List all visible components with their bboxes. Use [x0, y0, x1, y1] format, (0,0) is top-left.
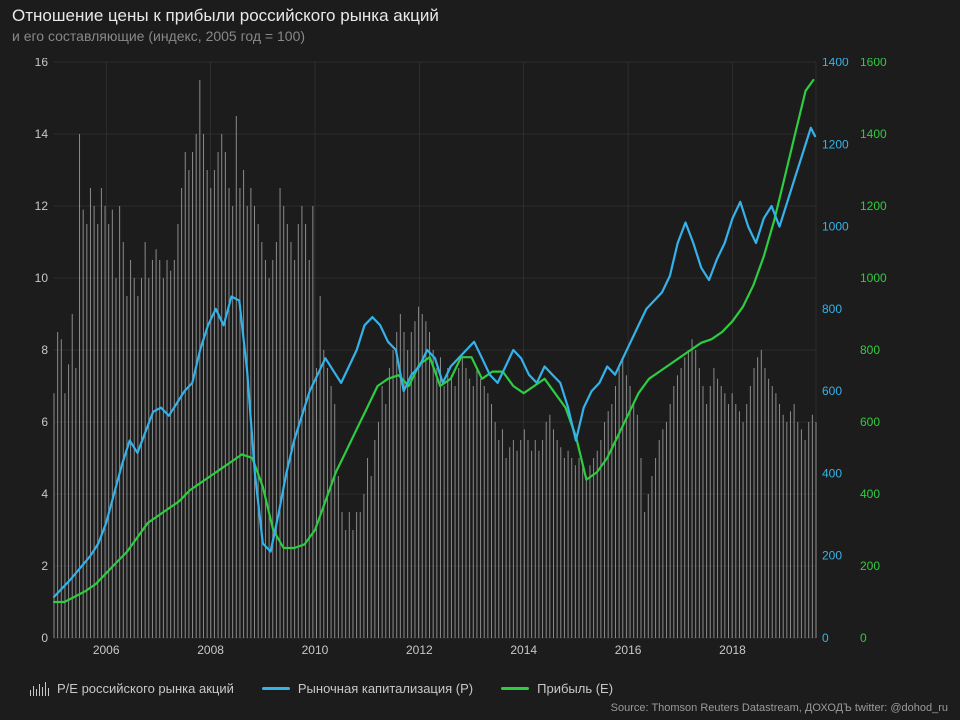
svg-text:14: 14: [35, 127, 49, 141]
svg-text:1600: 1600: [860, 58, 887, 69]
svg-text:2018: 2018: [719, 643, 746, 657]
svg-text:1400: 1400: [860, 127, 887, 141]
chart-root: Отношение цены к прибыли российского рын…: [0, 0, 960, 720]
svg-text:1400: 1400: [822, 58, 849, 69]
svg-text:6: 6: [41, 415, 48, 429]
chart-title: Отношение цены к прибыли российского рын…: [12, 6, 439, 26]
legend-line-swatch-blue: [262, 687, 290, 690]
svg-text:800: 800: [822, 302, 842, 316]
svg-text:600: 600: [822, 384, 842, 398]
svg-text:2016: 2016: [615, 643, 642, 657]
svg-text:2014: 2014: [510, 643, 537, 657]
chart-subtitle: и его составляющие (индекс, 2005 год = 1…: [12, 28, 305, 44]
legend-item-cap: Рыночная капитализация (P): [262, 681, 473, 696]
legend-item-pe: P/E российского рынка акций: [30, 681, 234, 696]
plot-area: 0 2 4 6 8 10 12 14 16 0 200 400 600 800 1000 1200 1400 0 2…: [30, 58, 890, 658]
svg-text:1200: 1200: [822, 137, 849, 151]
svg-text:0: 0: [860, 631, 867, 645]
svg-text:10: 10: [35, 271, 49, 285]
source-line: Source: Thomson Reuters Datastream, ДОХО…: [611, 702, 948, 714]
svg-text:400: 400: [822, 466, 842, 480]
svg-text:1000: 1000: [822, 220, 849, 234]
legend-bar-swatch: [30, 682, 49, 696]
svg-text:8: 8: [41, 343, 48, 357]
legend-line-swatch-green: [501, 687, 529, 690]
svg-text:4: 4: [41, 487, 48, 501]
svg-text:0: 0: [822, 631, 829, 645]
legend: P/E российского рынка акций Рыночная кап…: [30, 681, 613, 696]
svg-text:2012: 2012: [406, 643, 433, 657]
svg-text:2008: 2008: [197, 643, 224, 657]
svg-text:2: 2: [41, 559, 48, 573]
plot-svg: 0 2 4 6 8 10 12 14 16 0 200 400 600 800 1000 1200 1400 0 2…: [30, 58, 890, 658]
svg-text:16: 16: [35, 58, 49, 69]
svg-text:1000: 1000: [860, 271, 887, 285]
svg-text:200: 200: [822, 549, 842, 563]
svg-text:1200: 1200: [860, 199, 887, 213]
svg-text:400: 400: [860, 487, 880, 501]
legend-label-cap: Рыночная капитализация (P): [298, 681, 473, 696]
svg-text:800: 800: [860, 343, 880, 357]
legend-label-pe: P/E российского рынка акций: [57, 681, 234, 696]
svg-text:600: 600: [860, 415, 880, 429]
legend-label-earn: Прибыль (E): [537, 681, 613, 696]
svg-text:0: 0: [41, 631, 48, 645]
legend-item-earn: Прибыль (E): [501, 681, 613, 696]
svg-text:12: 12: [35, 199, 49, 213]
svg-text:2006: 2006: [93, 643, 120, 657]
svg-text:200: 200: [860, 559, 880, 573]
svg-text:2010: 2010: [302, 643, 329, 657]
